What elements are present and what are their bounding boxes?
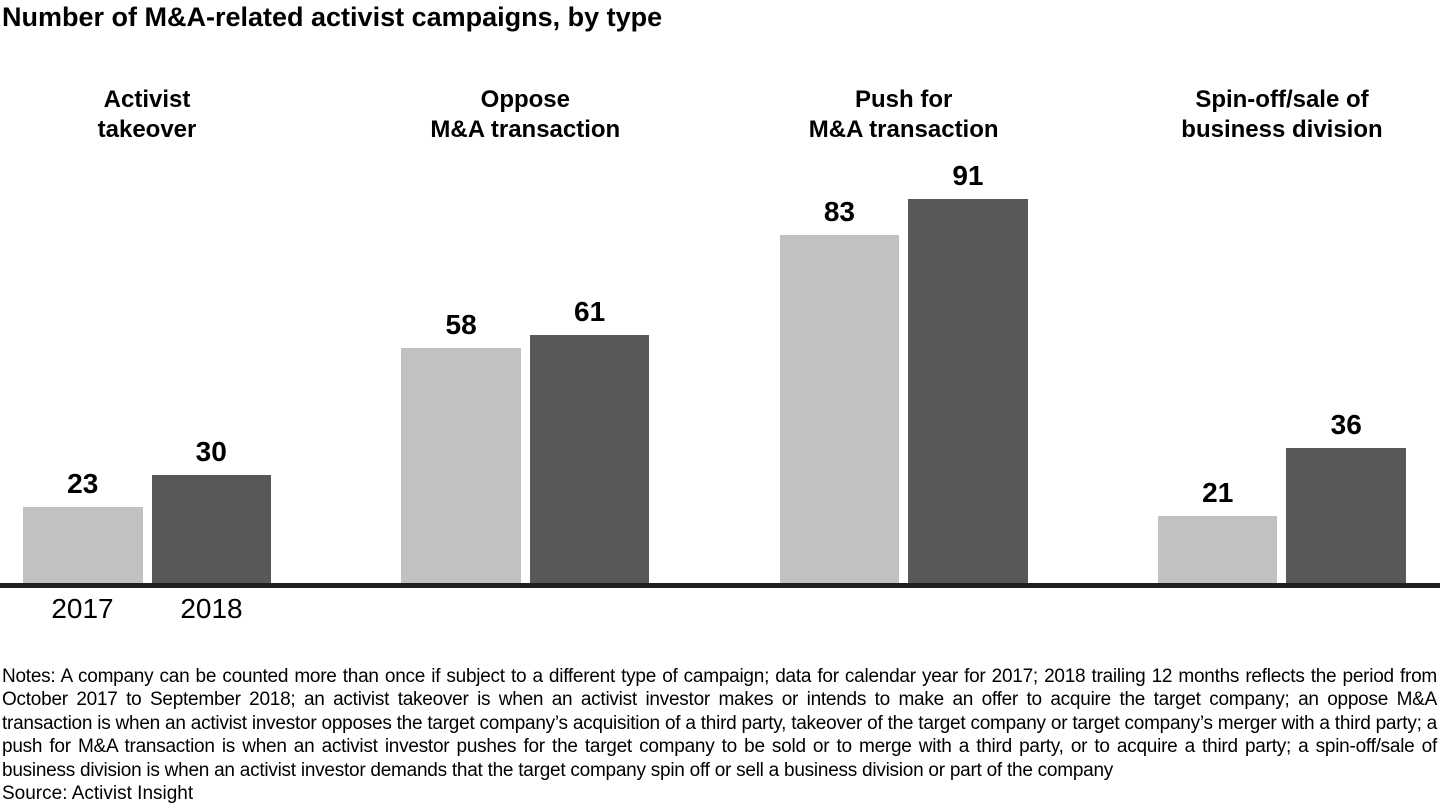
bar-2017 xyxy=(1157,516,1278,583)
data-label: 58 xyxy=(445,309,477,340)
bar-groups: Activist takeover 23 30 Oppose M&A trans… xyxy=(23,0,1406,583)
data-label: 36 xyxy=(1330,409,1362,440)
category-group-spinoff-sale: Spin-off/sale of business division 21 36 xyxy=(1157,0,1406,583)
data-label: 61 xyxy=(574,296,606,327)
category-label: Spin-off/sale of business division xyxy=(1181,86,1383,143)
category-group-push-for-ma: Push for M&A transaction 83 91 xyxy=(779,0,1028,583)
bar-pair: 23 30 xyxy=(23,438,271,583)
data-label: 83 xyxy=(823,196,855,227)
bar-column-2018: 30 xyxy=(151,436,271,583)
bar-2017 xyxy=(401,348,521,583)
bar-column-2017: 21 xyxy=(1157,477,1278,583)
axis-label-2017: 2017 xyxy=(51,593,114,624)
bar-column-2017: 58 xyxy=(401,311,521,583)
bar-column-2018: 61 xyxy=(529,296,650,583)
x-axis-line xyxy=(0,583,1440,588)
category-label: Activist takeover xyxy=(97,86,197,143)
axis-label-2018: 2018 xyxy=(180,593,243,624)
category-label: Oppose M&A transaction xyxy=(430,86,621,143)
category-group-activist-takeover: Activist takeover 23 30 xyxy=(23,0,271,583)
bar-pair: 58 61 xyxy=(401,296,650,583)
x-axis-labels: 2017 2018 xyxy=(0,588,1440,628)
bar-pair: 21 36 xyxy=(1157,411,1406,583)
chart-title: Number of M&A-related activist campaigns… xyxy=(2,2,663,32)
data-label: 30 xyxy=(195,436,227,467)
bar-2018 xyxy=(151,475,271,583)
data-label: 23 xyxy=(67,468,99,499)
bar-column-2017: 23 xyxy=(23,470,143,583)
plot-area: Activist takeover 23 30 Oppose M&A trans… xyxy=(23,0,1406,583)
category-group-oppose-ma: Oppose M&A transaction 58 61 xyxy=(401,0,650,583)
source-text: Source: Activist Insight xyxy=(2,783,194,804)
notes-text: Notes: A company can be counted more tha… xyxy=(2,666,1437,781)
bar-2018 xyxy=(529,335,650,583)
bar-column-2018: 36 xyxy=(1286,411,1406,583)
bar-pair: 83 91 xyxy=(779,162,1028,583)
bar-column-2017: 83 xyxy=(779,196,900,583)
data-label: 91 xyxy=(952,160,984,191)
bar-2017 xyxy=(23,507,143,583)
bar-2017 xyxy=(779,235,900,583)
data-label: 21 xyxy=(1202,477,1234,508)
category-label: Push for M&A transaction xyxy=(808,86,999,143)
bar-2018 xyxy=(908,199,1028,583)
bar-column-2018: 91 xyxy=(908,162,1028,583)
bar-2018 xyxy=(1286,448,1406,583)
